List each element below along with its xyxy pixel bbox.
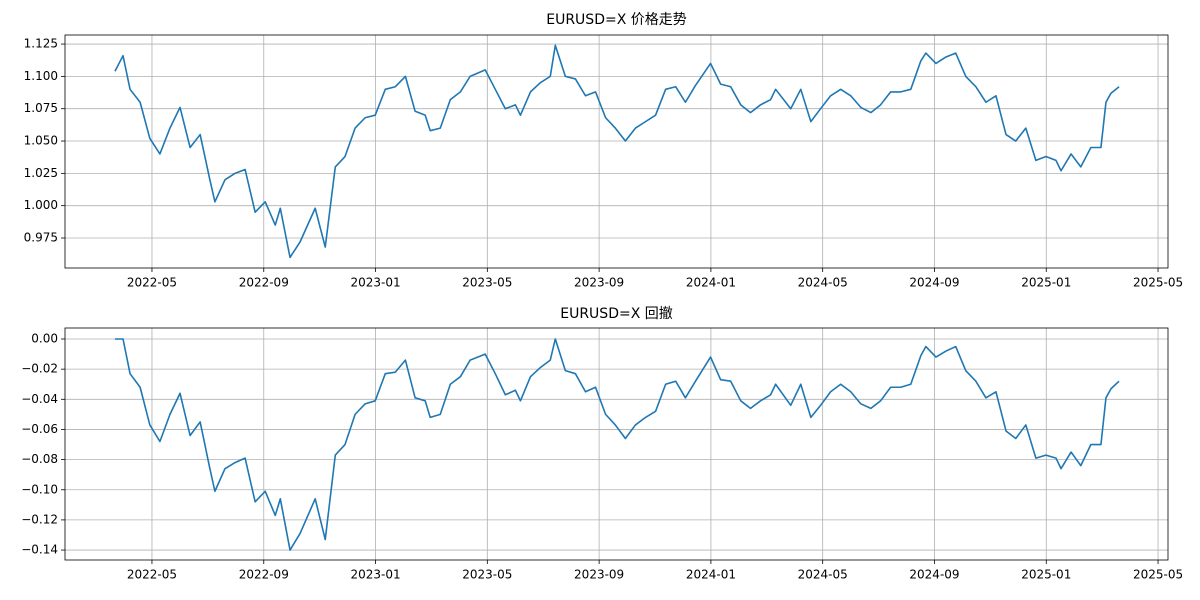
x-tick-label: 2024-09 [909,276,959,290]
y-tick-label: 1.050 [24,134,58,148]
axes-frame [64,34,1169,269]
y-tick-label: −0.06 [21,422,58,436]
x-tick-label: 2024-01 [686,568,736,582]
x-tick-label: 2023-01 [350,568,400,582]
subplot: EURUSD=X 回撤 2022-05 2022-09 2023-01 2023-05 2… [21,306,1183,582]
chart-title: EURUSD=X 价格走势 [546,12,687,28]
y-tick-label: 0.00 [31,332,58,346]
x-tick-label: 2025-01 [1021,276,1071,290]
x-tick-label: 2022-09 [239,568,289,582]
y-tick-label: 1.000 [24,198,58,212]
x-tick-label: 2023-09 [574,568,624,582]
x-tick-label: 2022-09 [239,276,289,290]
y-tick-label: −0.10 [21,482,58,496]
y-tick-label: 0.975 [24,231,58,245]
x-tick-label: 2023-01 [350,276,400,290]
x-tick-label: 2023-05 [462,276,512,290]
x-tick-label: 2025-05 [1133,568,1183,582]
y-tick-label: −0.04 [21,392,58,406]
subplot: EURUSD=X 价格走势 2022-05 2022-09 2023-01 2023-0… [24,12,1183,290]
y-tick-label: 1.075 [24,101,58,115]
y-tick-label: −0.08 [21,452,58,466]
x-tick-label: 2025-05 [1133,276,1183,290]
y-tick-label: −0.14 [21,543,58,557]
x-tick-label: 2025-01 [1021,568,1071,582]
y-tick-label: 1.025 [24,166,58,180]
x-tick-label: 2023-05 [462,568,512,582]
y-tick-label: −0.12 [21,512,58,526]
price-line [114,338,1120,551]
chart-title: EURUSD=X 回撤 [560,306,673,322]
x-tick-label: 2024-09 [909,568,959,582]
x-tick-label: 2024-01 [686,276,736,290]
x-tick-label: 2023-09 [574,276,624,290]
x-tick-label: 2022-05 [127,276,177,290]
x-tick-label: 2024-05 [798,568,848,582]
y-tick-label: 1.100 [24,69,58,83]
y-tick-label: 1.125 [24,37,58,51]
x-tick-label: 2024-05 [798,276,848,290]
price-line [114,44,1120,259]
y-tick-label: −0.02 [21,362,58,376]
axes-frame [64,327,1169,561]
x-tick-label: 2022-05 [127,568,177,582]
